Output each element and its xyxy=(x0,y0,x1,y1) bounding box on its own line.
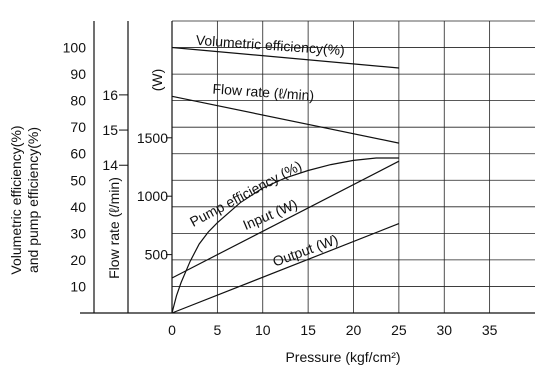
efficiency-tick-label: 20 xyxy=(70,252,86,268)
volumetric-efficiency-label: Volumetric efficiency(%) xyxy=(195,32,345,58)
x-tick-label: 25 xyxy=(391,322,407,338)
power-tick-label: 1000 xyxy=(137,188,168,204)
axes: 10 20 30 40 50 60 70 80 90 100 14 15 16 500 1000 1500 0 5… xyxy=(63,21,535,338)
efficiency-tick-label: 10 xyxy=(70,278,86,294)
efficiency-tick-label: 80 xyxy=(70,93,86,109)
labels: Volumetric efficiency(%) and pump efficie… xyxy=(8,32,401,365)
flow-rate-label: Flow rate (ℓ/min) xyxy=(212,80,315,103)
power-tick-label: 1500 xyxy=(137,130,168,146)
efficiency-axis-label-line1: Volumetric efficiency(%) xyxy=(8,125,24,274)
pump-efficiency-curve xyxy=(171,157,399,314)
efficiency-tick-label: 40 xyxy=(70,199,86,215)
x-axis-label: Pressure (kgf/cm²) xyxy=(285,349,400,365)
input-line xyxy=(171,160,400,279)
output-line xyxy=(171,223,400,314)
flow-tick-label: 15 xyxy=(102,122,118,138)
series-layer xyxy=(171,46,400,314)
x-tick-label: 35 xyxy=(482,322,498,338)
efficiency-tick-label: 60 xyxy=(70,146,86,162)
power-tick-label: 500 xyxy=(145,247,169,263)
x-tick-label: 0 xyxy=(168,322,176,338)
volumetric-efficiency-line xyxy=(171,46,399,69)
power-axis-label: (W) xyxy=(149,69,165,92)
flow-rate-line xyxy=(171,95,400,144)
x-tick-label: 30 xyxy=(436,322,452,338)
x-tick-label: 20 xyxy=(346,322,362,338)
efficiency-tick-label: 70 xyxy=(70,119,86,135)
x-tick-label: 5 xyxy=(213,322,221,338)
x-tick-label: 10 xyxy=(255,322,271,338)
flow-axis-label: Flow rate (ℓ/min) xyxy=(106,177,122,279)
efficiency-tick-label: 90 xyxy=(70,66,86,82)
efficiency-axis-label-line2: and pump efficiency(%) xyxy=(25,127,41,273)
efficiency-tick-label: 30 xyxy=(70,225,86,241)
flow-tick-label: 16 xyxy=(102,87,118,103)
efficiency-tick-label: 50 xyxy=(70,172,86,188)
grid xyxy=(172,20,535,313)
x-tick-label: 15 xyxy=(300,322,316,338)
efficiency-tick-label: 100 xyxy=(63,40,87,56)
flow-tick-label: 14 xyxy=(102,157,118,173)
